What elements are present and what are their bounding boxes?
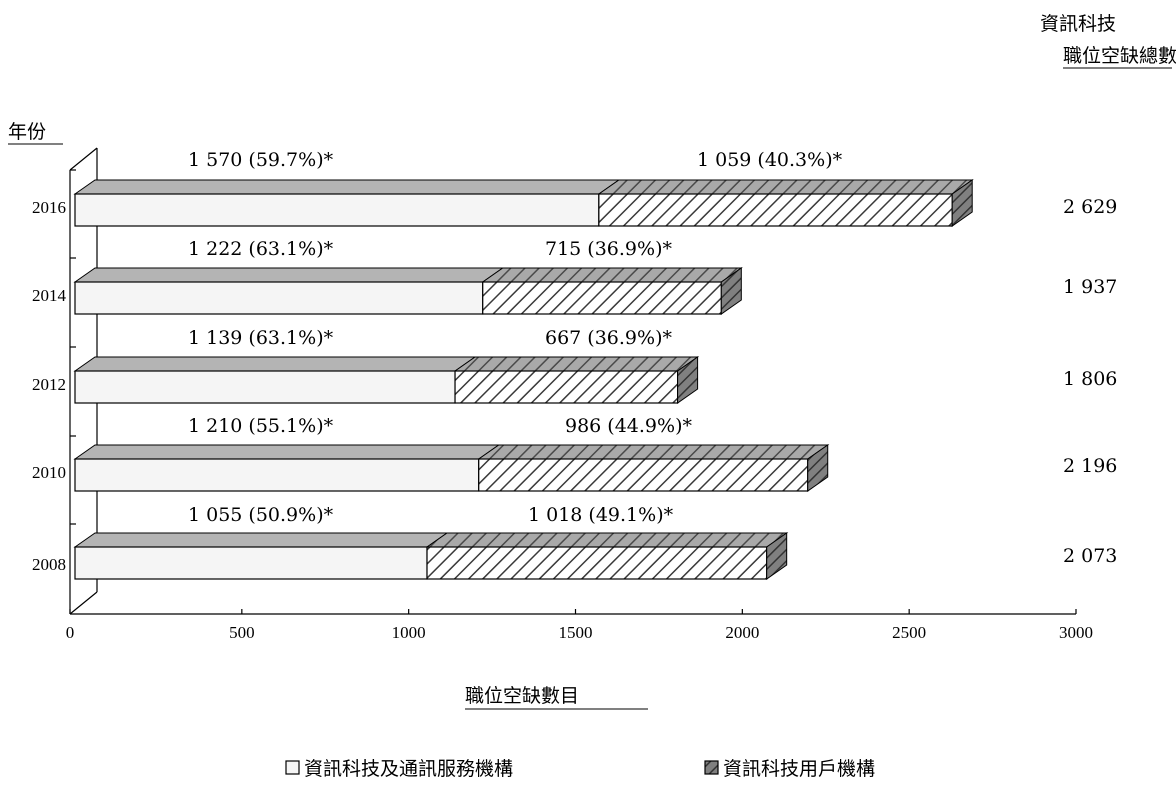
x-axis-ticks: 0 500 1000 1500 2000 2500 3000 xyxy=(66,609,1093,642)
bar-side-ict-users xyxy=(807,444,829,492)
bar-ict-services xyxy=(74,458,480,492)
bar-top-ict-services xyxy=(73,179,621,195)
legend: 資訊科技及通訊服務機構 資訊科技用戶機構 xyxy=(285,758,875,780)
bar-top-ict-users xyxy=(481,267,743,283)
bar-ict-services xyxy=(74,546,428,580)
x-tick-label: 500 xyxy=(229,623,255,642)
bar-side-ict-users xyxy=(951,179,973,227)
data-label-ict-services: 1 210 (55.1%)* xyxy=(188,415,334,437)
bar-ict-users xyxy=(598,193,953,227)
totals-header-line1: 資訊科技 xyxy=(1040,13,1116,35)
bar-side-ict-users xyxy=(677,356,699,404)
year-label: 2012 xyxy=(32,375,66,394)
bar-top-ict-services xyxy=(73,267,505,283)
data-label-ict-users: 1 059 (40.3%)* xyxy=(697,149,843,171)
total-value: 2 073 xyxy=(1063,545,1117,567)
data-label-ict-services: 1 570 (59.7%)* xyxy=(188,149,334,171)
legend-swatch-ict-services xyxy=(285,760,300,775)
bar-top-ict-users xyxy=(477,444,830,460)
bar-ict-users xyxy=(482,281,722,315)
legend-swatch-ict-users xyxy=(704,760,719,775)
bar-ict-services xyxy=(74,193,600,227)
total-value: 2 629 xyxy=(1063,196,1117,218)
legend-label-ict-users: 資訊科技用戶機構 xyxy=(723,758,875,780)
y-axis-title: 年份 xyxy=(8,121,46,143)
year-label: 2016 xyxy=(32,198,66,217)
bar-ict-services xyxy=(74,281,484,315)
bar-top-ict-services xyxy=(73,444,501,460)
bar-top-ict-services xyxy=(73,532,449,548)
data-labels: 2016 1 570 (59.7%)* 1 059 (40.3%)* 2014 1 22… xyxy=(32,149,843,574)
legend-label-ict-services: 資訊科技及通訊服務機構 xyxy=(304,758,513,780)
bar-ict-users xyxy=(478,458,809,492)
y-tick-marks xyxy=(70,169,76,525)
total-value: 1 937 xyxy=(1063,276,1117,298)
data-label-ict-users: 986 (44.9%)* xyxy=(565,415,692,437)
x-tick-label: 0 xyxy=(66,623,75,642)
data-label-ict-services: 1 055 (50.9%)* xyxy=(188,504,334,526)
total-value: 1 806 xyxy=(1063,368,1117,390)
bar-top-ict-users xyxy=(425,532,789,548)
totals: 2 629 1 937 1 806 2 196 2 073 xyxy=(1063,196,1117,567)
data-label-ict-users: 667 (36.9%)* xyxy=(545,327,672,349)
x-tick-label: 1000 xyxy=(392,623,426,642)
year-label: 2014 xyxy=(32,286,67,305)
x-tick-label: 1500 xyxy=(559,623,593,642)
year-label: 2008 xyxy=(32,555,66,574)
x-tick-label: 2500 xyxy=(892,623,926,642)
wall-top-diagonal xyxy=(69,147,98,171)
bar-ict-services xyxy=(74,370,456,404)
bar-top-ict-users xyxy=(597,179,974,195)
x-axis-title: 職位空缺數目 xyxy=(465,685,579,707)
data-label-ict-users: 715 (36.9%)* xyxy=(545,238,672,260)
bar-top-ict-users xyxy=(453,356,700,372)
x-tick-label: 3000 xyxy=(1059,623,1093,642)
wall-bottom-diagonal xyxy=(69,591,98,615)
bars xyxy=(73,179,974,580)
bar-side-ict-users xyxy=(720,267,742,315)
data-label-ict-services: 1 139 (63.1%)* xyxy=(188,327,334,349)
total-value: 2 196 xyxy=(1063,455,1117,477)
totals-header-line2: 職位空缺總數 xyxy=(1063,45,1176,67)
bar-ict-users xyxy=(426,546,768,580)
data-label-ict-services: 1 222 (63.1%)* xyxy=(188,238,334,260)
bar-top-ict-services xyxy=(73,356,477,372)
bar-side-ict-users xyxy=(766,532,788,580)
x-tick-label: 2000 xyxy=(725,623,759,642)
bar-ict-users xyxy=(454,370,679,404)
year-label: 2010 xyxy=(32,463,66,482)
data-label-ict-users: 1 018 (49.1%)* xyxy=(528,504,674,526)
